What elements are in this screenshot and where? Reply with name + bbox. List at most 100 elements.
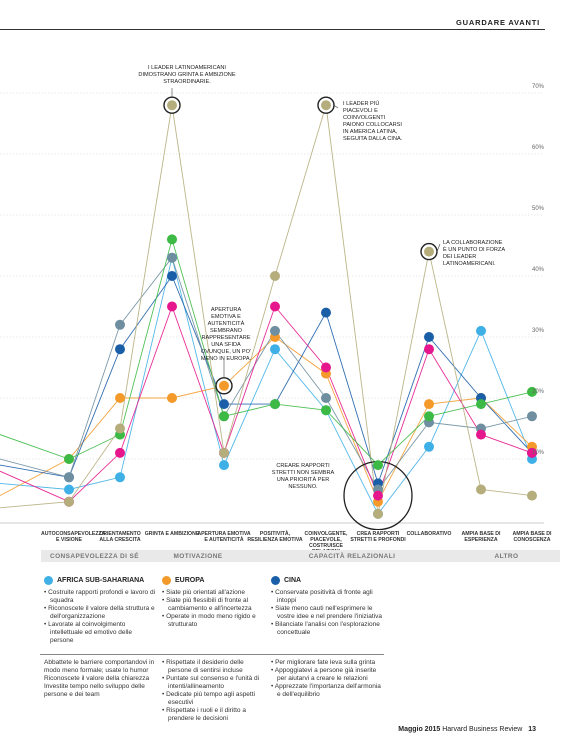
series-line — [0, 105, 533, 514]
group-band — [144, 550, 252, 562]
y-tick-label: 20% — [531, 389, 544, 395]
data-point — [115, 472, 125, 483]
annotation-apertura: APERTURA EMOTIVA E AUTENTICITÀ SEMBRANO … — [200, 307, 252, 362]
data-point — [424, 399, 434, 410]
data-point — [373, 508, 383, 519]
tip: Rispettate il desiderio delle persone di… — [162, 659, 266, 675]
group-label: ALTRO — [494, 553, 519, 560]
data-point — [64, 454, 74, 464]
section-header: GUARDARE AVANTI — [456, 18, 540, 27]
data-point — [219, 460, 229, 471]
tip: Siate più flessibili di fronte al cambia… — [162, 597, 266, 613]
page-footer: Maggio 2015 Harvard Business Review 13 — [398, 726, 536, 733]
header-rule — [0, 29, 545, 30]
data-point — [167, 393, 177, 403]
data-point — [167, 100, 177, 111]
tips-cina: Conservate positività di fronte agli int… — [271, 589, 385, 637]
footer-page: 13 — [528, 726, 536, 733]
annotation-piacevoli: I LEADER PIÙ PIACEVOLI E COINVOLGENTI PA… — [343, 101, 403, 142]
data-point — [321, 100, 331, 111]
data-point — [115, 423, 125, 434]
tip: Apprezzate l'importanza dell'armonia e d… — [271, 683, 385, 699]
tip: Lavorate al coinvolgimento intellettuale… — [44, 621, 156, 645]
legend-dot — [44, 576, 53, 585]
data-point — [270, 325, 280, 336]
data-point — [219, 447, 229, 458]
series-line — [0, 237, 533, 466]
data-point — [115, 344, 125, 355]
data-point — [321, 393, 331, 403]
data-point — [321, 307, 331, 318]
legend-europa: EUROPA — [162, 576, 204, 585]
footer-magazine: Harvard Business Review — [442, 726, 523, 733]
group-band — [247, 550, 457, 562]
tip: Per migliorare fate leva sulla grinta — [271, 659, 385, 667]
series-line — [0, 256, 533, 491]
category-label: COLLABORATIVO — [406, 531, 452, 537]
category-label: AUTOCONSAPEVOLEZZA E VISIONE — [41, 531, 106, 543]
category-label: CREA RAPPORTI STRETTI E PROFONDI — [350, 531, 406, 543]
data-point — [115, 319, 125, 330]
tip: Appoggiatevi a persone già inserite per … — [271, 667, 385, 683]
data-point — [527, 386, 537, 397]
divider — [40, 654, 384, 655]
data-point — [270, 301, 280, 312]
data-point — [270, 271, 280, 281]
legend-cina: CINA — [271, 576, 301, 585]
y-tick-label: 40% — [531, 267, 544, 273]
group-label: MOTIVAZIONE — [173, 553, 223, 560]
data-point — [476, 325, 486, 336]
annotation-rapporti: CREARE RAPPORTI STRETTI NON SEMBRA UNA P… — [271, 463, 335, 490]
tips-bottom-2: Rispettate il desiderio delle persone di… — [162, 659, 266, 723]
data-point — [527, 447, 537, 458]
tip: Puntate sul consenso e l'unità di intent… — [162, 675, 266, 691]
data-point — [115, 447, 125, 458]
data-point — [64, 472, 74, 483]
category-label: GRINTA E AMBIZIONE — [144, 531, 200, 537]
tip: Costruite rapporti profondi e lavoro di … — [44, 589, 156, 605]
data-point — [476, 484, 486, 495]
tip: Operate in modo meno rigido e strutturat… — [162, 613, 266, 629]
y-tick-label: 70% — [531, 84, 544, 90]
data-point — [64, 484, 74, 495]
group-band — [453, 550, 560, 562]
legend-label: EUROPA — [175, 577, 205, 584]
data-point — [476, 429, 486, 440]
series-line — [0, 257, 533, 515]
category-label: APERTURA EMOTIVA E AUTENTICITÀ — [197, 531, 251, 543]
tip: Conservate positività di fronte agli int… — [271, 589, 385, 605]
data-point — [64, 496, 74, 507]
data-point — [527, 411, 537, 422]
data-point — [115, 393, 125, 403]
tip: Investite tempo nello sviluppo delle per… — [44, 683, 145, 698]
tip: Siate più orientati all'azione — [162, 589, 266, 597]
category-label: AMPIA BASE DI CONOSCENZA — [512, 531, 552, 543]
data-point — [219, 399, 229, 410]
data-point — [476, 399, 486, 410]
legend-label: CINA — [284, 577, 302, 584]
category-label: POSITIVITÀ, RESILIENZA EMOTIVA — [247, 531, 303, 543]
data-point — [424, 344, 434, 355]
tip: Riconoscete il valore della chiarezza — [44, 675, 150, 682]
data-point — [167, 234, 177, 245]
tip: Siate meno cauti nell'esprimere le vostr… — [271, 605, 385, 621]
group-label: CONSAPEVOLEZZA DI SÉ — [49, 553, 140, 560]
data-point — [219, 380, 229, 391]
data-point — [167, 252, 177, 263]
legend-label: AFRICA SUB-SAHARIANA — [57, 577, 145, 584]
tips-africa: Costruite rapporti profondi e lavoro di … — [44, 589, 156, 645]
annotation-leader — [436, 243, 441, 252]
data-point — [424, 441, 434, 452]
group-band — [41, 550, 148, 562]
data-point — [321, 362, 331, 373]
annotation-leader — [333, 104, 339, 109]
data-point — [373, 460, 383, 471]
data-point — [424, 411, 434, 422]
tips-bottom-1: Abbattete le barriere comportandovi in m… — [44, 659, 156, 699]
group-label: CAPACITÀ RELAZIONALI — [308, 553, 396, 560]
y-tick-label: 60% — [531, 145, 544, 151]
tip: Rispettate i ruoli e il diritto a prende… — [162, 707, 266, 723]
y-tick-label: 50% — [531, 206, 544, 212]
data-point — [424, 246, 434, 257]
category-label: ORIENTAMENTO ALLA CRESCITA — [99, 531, 141, 543]
